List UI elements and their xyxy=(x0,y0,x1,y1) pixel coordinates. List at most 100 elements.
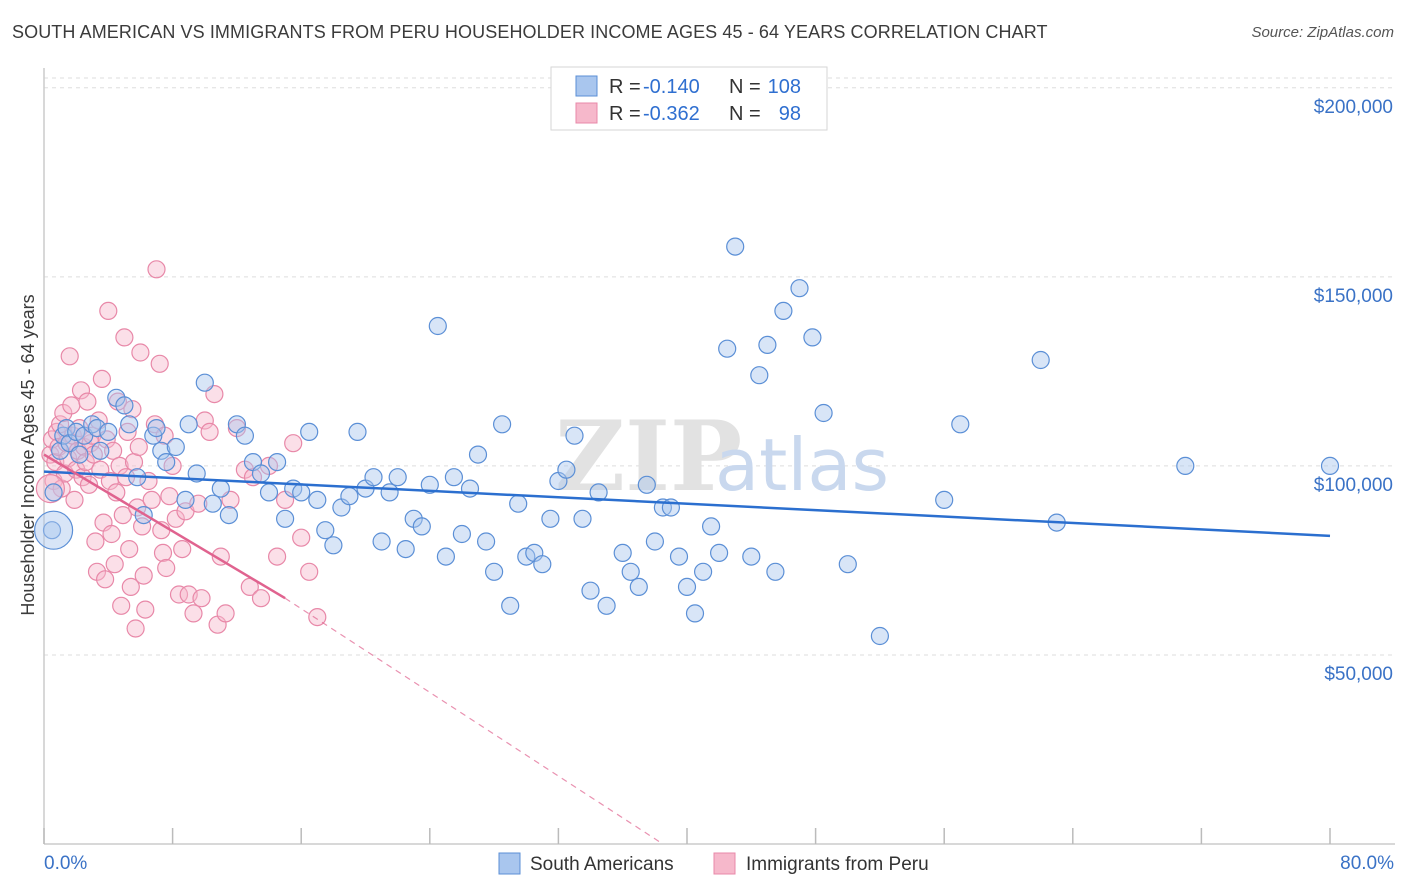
peru-point xyxy=(79,475,99,494)
legend-r-label-2: R = xyxy=(609,103,641,125)
south-american-point xyxy=(388,468,407,487)
peru-point xyxy=(92,369,112,388)
peru-point xyxy=(150,354,169,373)
south-american-point xyxy=(726,237,745,256)
peru-point xyxy=(71,381,91,400)
peru-point xyxy=(78,392,97,411)
south-american-point xyxy=(396,539,415,559)
south-american-point xyxy=(1031,350,1050,370)
south-american-point xyxy=(452,524,471,544)
bottom-legend-swatch-pink xyxy=(713,852,736,875)
peru-point xyxy=(126,619,145,638)
peru-trend-extension xyxy=(284,597,664,845)
south-american-point xyxy=(147,419,166,438)
peru-point xyxy=(173,539,192,559)
south-american-point xyxy=(1320,456,1340,475)
south-american-point xyxy=(57,419,76,438)
south-american-point xyxy=(428,316,447,336)
peru-point xyxy=(192,589,211,608)
south-american-point xyxy=(581,581,600,600)
south-american-point xyxy=(621,562,640,581)
y-tick-label: $100,000 xyxy=(1314,475,1393,496)
south-american-point xyxy=(838,555,857,574)
south-american-point xyxy=(259,483,279,502)
south-american-point xyxy=(1176,456,1195,475)
peru-point xyxy=(102,524,121,544)
south-american-point xyxy=(152,441,171,460)
south-american-point xyxy=(701,517,721,536)
peru-points xyxy=(35,260,327,638)
south-american-point xyxy=(718,339,737,358)
south-american-point xyxy=(629,577,648,597)
south-american-point xyxy=(176,490,195,509)
legend-n-value-2: 98 xyxy=(779,103,801,125)
south-american-point xyxy=(380,483,399,502)
south-american-point xyxy=(468,445,488,464)
trend-lines xyxy=(43,453,1331,845)
peru-point xyxy=(153,543,173,563)
south-american-point xyxy=(195,373,214,392)
peru-point xyxy=(216,604,235,623)
peru-point xyxy=(147,260,166,279)
peru-point xyxy=(62,396,81,415)
south-american-point xyxy=(292,483,311,502)
south-american-point xyxy=(99,422,118,441)
peru-point xyxy=(184,604,203,623)
source-label: Source: ZipAtlas.com xyxy=(1251,24,1394,41)
legend-n-label-1: N = xyxy=(729,76,761,98)
south-american-point xyxy=(42,521,62,540)
peru-point xyxy=(160,487,179,506)
legend-r-value-1: -0.140 xyxy=(643,76,700,98)
legend-swatch-pink xyxy=(575,102,598,124)
south-american-point xyxy=(557,460,576,479)
south-american-point xyxy=(693,562,713,581)
south-american-point xyxy=(790,279,809,298)
peru-point xyxy=(103,441,123,460)
south-american-point xyxy=(951,415,970,434)
south-american-point xyxy=(412,517,431,536)
south-american-cluster-point xyxy=(33,510,74,550)
south-american-point xyxy=(276,509,295,528)
south-american-point xyxy=(541,509,560,528)
peru-point xyxy=(86,532,105,551)
peru-point xyxy=(113,505,132,525)
legend-n-label-2: N = xyxy=(729,103,761,125)
south-american-point xyxy=(750,366,769,385)
bottom-legend-label-1: South Americans xyxy=(530,854,674,875)
south-american-point xyxy=(436,547,455,566)
south-american-point xyxy=(219,505,238,525)
south-american-point xyxy=(44,483,63,502)
peru-point xyxy=(131,343,150,362)
peru-point xyxy=(200,422,219,441)
y-axis-label: Householder Income Ages 45 - 64 years xyxy=(18,294,38,615)
grid-lines xyxy=(44,77,1395,656)
peru-point xyxy=(99,301,118,320)
south-american-point xyxy=(87,419,107,438)
bottom-legend-label-2: Immigrants from Peru xyxy=(746,854,929,875)
south-american-point xyxy=(501,596,520,615)
peru-cluster-point xyxy=(35,474,66,504)
south-american-point xyxy=(766,562,785,581)
south-american-point xyxy=(814,403,833,423)
south-american-point xyxy=(235,426,254,445)
south-american-point xyxy=(166,437,185,457)
peru-point xyxy=(60,347,79,366)
x-tick-marks xyxy=(43,828,1331,844)
bottom-legend-swatch-blue xyxy=(498,852,521,875)
south-american-trend-line xyxy=(43,470,1331,538)
y-tick-label: $200,000 xyxy=(1314,97,1393,118)
legend-r-label-1: R = xyxy=(609,76,641,98)
peru-point xyxy=(105,555,124,574)
legend-n-value-1: 108 xyxy=(768,76,801,98)
peru-point xyxy=(284,434,303,453)
south-american-point xyxy=(589,483,608,502)
peru-point xyxy=(142,490,161,509)
south-american-point xyxy=(460,479,480,498)
south-american-point xyxy=(565,426,584,445)
south-american-point xyxy=(120,415,139,434)
peru-point xyxy=(65,490,84,509)
peru-point xyxy=(169,585,189,604)
south-american-point xyxy=(493,415,512,434)
peru-point xyxy=(136,600,155,619)
south-american-point xyxy=(573,509,592,528)
